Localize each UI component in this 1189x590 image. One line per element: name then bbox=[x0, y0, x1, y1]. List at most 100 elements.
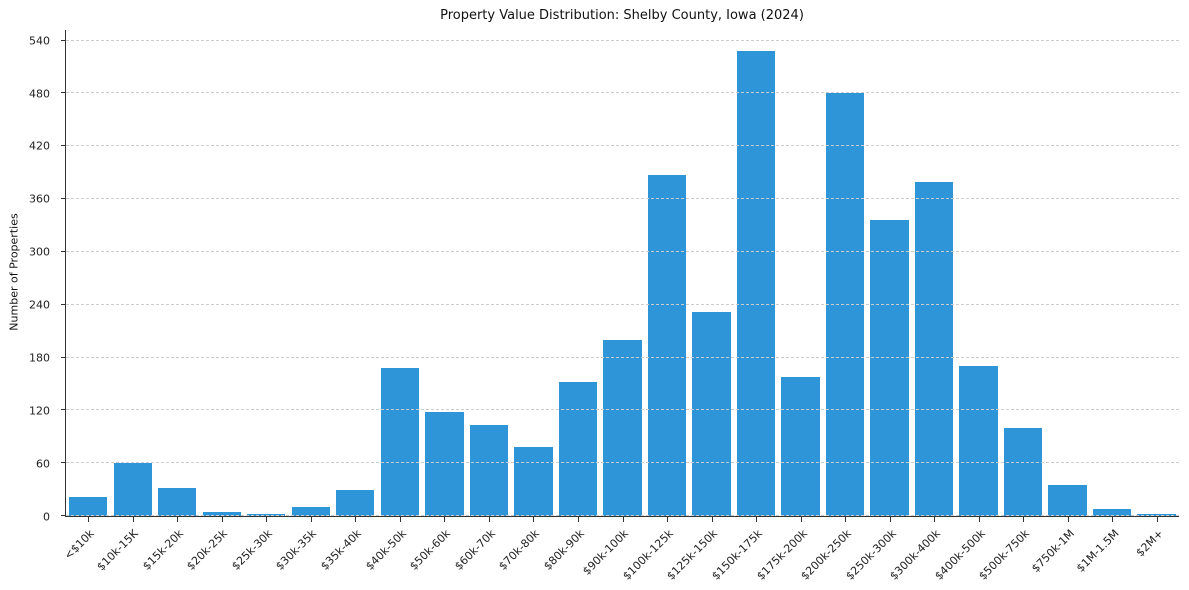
x-tick-mark bbox=[132, 517, 134, 522]
bar-slot bbox=[1134, 30, 1179, 516]
bar bbox=[291, 507, 330, 516]
y-tick-label: 300 bbox=[29, 245, 50, 259]
gridline bbox=[66, 145, 1179, 147]
x-tick-mark bbox=[488, 517, 490, 522]
bar-slot bbox=[778, 30, 823, 516]
gridline bbox=[66, 92, 1179, 94]
x-tick-mark bbox=[266, 517, 268, 522]
bar bbox=[380, 368, 419, 516]
chart-title: Property Value Distribution: Shelby Coun… bbox=[440, 8, 804, 23]
bar bbox=[469, 425, 509, 516]
x-tick-mark bbox=[978, 517, 980, 522]
x-tick-mark bbox=[1023, 517, 1025, 522]
gridline bbox=[66, 462, 1179, 464]
y-tick-mark bbox=[61, 515, 66, 516]
bar-slot bbox=[244, 30, 289, 516]
x-tick-mark bbox=[1156, 517, 1158, 522]
x-tick-mark bbox=[310, 517, 312, 522]
bar bbox=[558, 382, 598, 516]
x-slot: $90k-100k bbox=[581, 518, 645, 590]
x-slot: $30k-35k bbox=[274, 518, 333, 590]
bar bbox=[1048, 485, 1087, 516]
y-tick-label: 60 bbox=[36, 457, 50, 471]
bar bbox=[158, 487, 197, 516]
x-slot: $35k-40k bbox=[318, 518, 377, 590]
x-tick-mark bbox=[88, 517, 90, 522]
x-tick-label: $2M+ bbox=[1133, 527, 1166, 560]
x-tick-label: <$10k bbox=[61, 527, 97, 563]
x-tick-mark bbox=[711, 517, 713, 522]
x-tick-mark bbox=[221, 517, 223, 522]
y-tick-label: 0 bbox=[43, 510, 50, 524]
x-tick-mark bbox=[800, 517, 802, 522]
x-tick-mark bbox=[1112, 517, 1114, 522]
y-tick-label: 480 bbox=[29, 87, 50, 101]
bar-slot bbox=[734, 30, 779, 516]
bar-slot bbox=[111, 30, 156, 516]
x-slot: $1M-1.5M bbox=[1074, 518, 1135, 590]
bars-container bbox=[66, 30, 1179, 516]
bar bbox=[959, 366, 998, 516]
y-tick-label: 420 bbox=[29, 139, 50, 153]
x-tick-mark bbox=[756, 517, 758, 522]
x-slot: $750k-1M bbox=[1029, 518, 1090, 590]
x-tick-mark bbox=[444, 517, 446, 522]
bar-slot bbox=[600, 30, 645, 516]
bar-slot bbox=[511, 30, 556, 516]
x-slot: $150k-175k bbox=[709, 518, 778, 590]
y-tick-mark bbox=[61, 303, 66, 305]
bar-slot bbox=[200, 30, 245, 516]
x-tick-mark bbox=[177, 517, 179, 522]
bar-slot bbox=[467, 30, 512, 516]
gridline bbox=[66, 515, 1179, 516]
bar-slot bbox=[867, 30, 912, 516]
bar bbox=[870, 220, 909, 516]
bar-slot bbox=[912, 30, 957, 516]
y-tick-label: 360 bbox=[29, 192, 50, 206]
y-tick-mark bbox=[61, 198, 66, 200]
x-slot: $10k-15K bbox=[95, 518, 155, 590]
bar bbox=[425, 412, 464, 516]
gridline bbox=[66, 198, 1179, 200]
bar-slot bbox=[1001, 30, 1046, 516]
bar-slot bbox=[689, 30, 734, 516]
y-tick-mark bbox=[61, 250, 66, 252]
bar bbox=[647, 175, 687, 516]
y-tick-mark bbox=[61, 92, 66, 94]
bar bbox=[113, 463, 152, 516]
x-tick-mark bbox=[577, 517, 579, 522]
bar-slot bbox=[422, 30, 467, 516]
x-slot: $300k-400k bbox=[888, 518, 957, 590]
y-tick-label: 240 bbox=[29, 298, 50, 312]
x-tick-mark bbox=[889, 517, 891, 522]
bar-slot bbox=[645, 30, 690, 516]
bar-slot bbox=[556, 30, 601, 516]
bar-slot bbox=[378, 30, 423, 516]
bar bbox=[914, 182, 954, 516]
bar bbox=[202, 512, 241, 516]
x-tick-mark bbox=[934, 517, 936, 522]
gridline bbox=[66, 409, 1179, 411]
x-tick-mark bbox=[622, 517, 624, 522]
gridline bbox=[66, 303, 1179, 305]
bar-slot bbox=[823, 30, 868, 516]
bar bbox=[781, 376, 820, 516]
y-tick-label: 180 bbox=[29, 351, 50, 365]
bar-slot bbox=[956, 30, 1001, 516]
bar-slot bbox=[155, 30, 200, 516]
x-slot: $2M+ bbox=[1133, 518, 1180, 590]
bar bbox=[1092, 508, 1132, 516]
x-slot: $70k-80k bbox=[496, 518, 556, 590]
bar-slot bbox=[1045, 30, 1090, 516]
x-tick-mark bbox=[1067, 517, 1069, 522]
bar bbox=[69, 496, 108, 516]
bar-slot bbox=[1090, 30, 1135, 516]
x-slot: $20k-25k bbox=[184, 518, 244, 590]
y-tick-label: 540 bbox=[29, 34, 50, 48]
bar bbox=[336, 489, 375, 516]
bar bbox=[603, 339, 642, 516]
x-slot: $500k-750k bbox=[977, 518, 1046, 590]
x-tick-mark bbox=[399, 517, 401, 522]
bar bbox=[1003, 427, 1043, 516]
